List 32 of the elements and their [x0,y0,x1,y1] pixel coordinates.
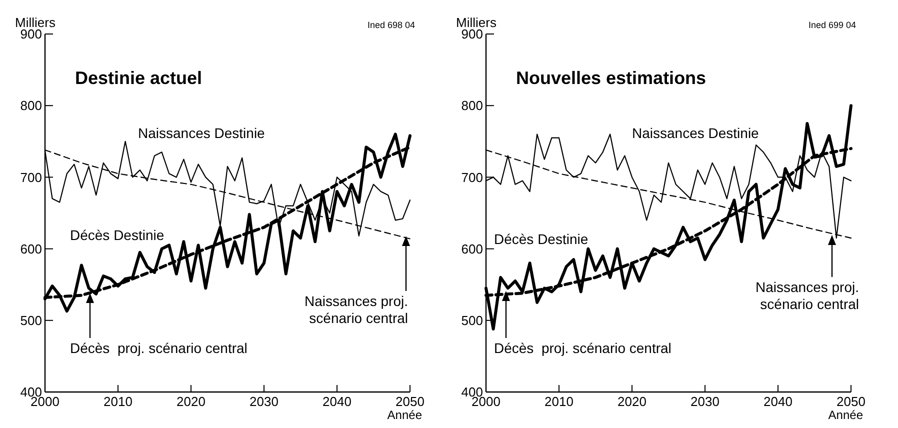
text: Destinie actuel [75,68,202,88]
x-tick-label: 2030 [690,394,720,409]
x-tick-label: 2040 [764,394,792,409]
x-axis-title: Année [828,408,864,422]
y-tick-label: 800 [20,98,42,114]
x-tick-label: 2050 [396,394,424,409]
text: Décès proj. scénario central [494,340,672,356]
series-label: Naissances Destinie [138,125,266,141]
series-label: Décès Destinie [494,231,588,247]
y-tick-label: 700 [461,170,483,185]
y-tick-label: 500 [461,312,483,328]
text: Nouvelles estimations [516,68,706,88]
x-tick-label: 2020 [618,394,646,409]
x-tick-label: 2010 [544,394,574,409]
x-tick-label: 2010 [104,394,132,409]
y-tick-label: 800 [461,98,483,114]
y-tick-label: 600 [461,241,483,256]
text: Ined 698 04 [367,20,415,30]
text: Ined 699 04 [808,20,856,30]
text: Naissances proj. scénario central [304,293,408,326]
y-tick-label: 700 [20,170,42,185]
y-tick-label: 500 [20,312,42,328]
y-tick-label: 600 [20,241,42,256]
x-tick-label: 2030 [250,394,278,409]
x-tick-label: 2020 [176,394,206,409]
text: Décès proj. scénario central [70,340,248,356]
text: Naissances proj. scénario central [756,279,859,312]
x-axis-title: Année [387,408,422,422]
x-tick-label: 2040 [322,394,352,409]
series-label: Naissances Destinie [632,125,760,141]
x-tick-label: 2050 [836,394,866,409]
series-label: Décès Destinie [70,227,164,243]
